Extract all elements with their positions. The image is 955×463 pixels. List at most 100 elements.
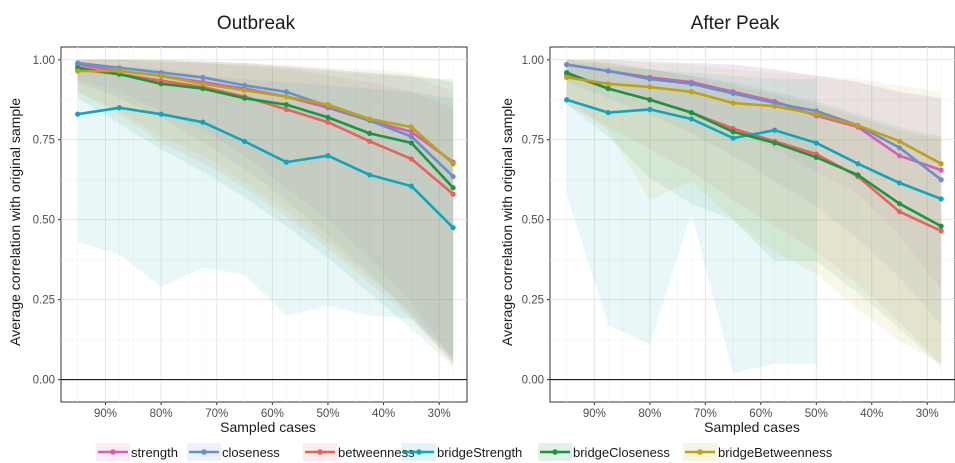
- plot-area: [549, 46, 955, 403]
- y-tick-label: 0.50: [33, 215, 55, 227]
- legend-key-point: [697, 449, 703, 455]
- data-point-bridgeStrength: [450, 225, 456, 231]
- x-tick-label: 30%: [428, 408, 451, 420]
- data-point-bridgeCloseness: [325, 114, 331, 120]
- data-point-closeness: [564, 61, 570, 68]
- legend-label: bridgeBetweenness: [718, 445, 833, 460]
- data-point-bridgeStrength: [325, 153, 331, 159]
- series-line-bridgeStrength: [566, 98, 942, 201]
- data-point-bridgeBetweenness: [200, 81, 206, 87]
- panel-title: After Peak: [691, 13, 780, 34]
- data-point-bridgeBetweenness: [605, 81, 611, 87]
- data-point-bridgeStrength: [241, 138, 248, 144]
- series-line-bridgeBetweenness: [566, 76, 942, 165]
- data-point-bridgeStrength: [605, 109, 611, 116]
- y-tick-label: 0.00: [33, 375, 55, 387]
- x-tick-label: 90%: [94, 408, 117, 420]
- data-point-bridgeBetweenness: [564, 74, 570, 80]
- y-tick-label: 0.75: [522, 135, 544, 147]
- data-point-closeness: [408, 133, 414, 140]
- data-point-bridgeStrength: [688, 116, 695, 122]
- data-point-bridgeStrength: [158, 111, 164, 117]
- data-point-bridgeCloseness: [938, 223, 944, 229]
- data-point-bridgeCloseness: [158, 81, 164, 87]
- data-point-bridgeStrength: [367, 172, 373, 178]
- data-point-bridgeCloseness: [896, 201, 903, 207]
- data-point-betweenness: [450, 191, 456, 197]
- x-tick-label: 40%: [372, 408, 395, 420]
- x-axis-title: Sampled cases: [220, 419, 316, 435]
- data-point-bridgeBetweenness: [158, 73, 164, 79]
- series-line-closeness: [77, 61, 454, 178]
- data-point-closeness: [283, 89, 289, 95]
- data-point-betweenness: [408, 156, 414, 162]
- x-tick-label: 70%: [694, 408, 717, 420]
- data-point-closeness: [688, 81, 695, 87]
- series-line-bridgeCloseness: [566, 71, 942, 228]
- y-axis-title: Average correlation with original sample: [499, 98, 515, 346]
- data-point-bridgeStrength: [408, 183, 414, 189]
- data-point-bridgeStrength: [564, 97, 570, 103]
- ribbon-strength: [77, 59, 454, 361]
- data-point-bridgeBetweenness: [772, 103, 778, 109]
- data-point-bridgeBetweenness: [647, 84, 653, 90]
- data-point-bridgeStrength: [116, 105, 122, 111]
- data-point-bridgeBetweenness: [813, 111, 819, 117]
- data-point-bridgeCloseness: [241, 95, 248, 101]
- data-point-closeness: [605, 68, 611, 74]
- data-point-bridgeStrength: [283, 159, 289, 165]
- legend-label: closeness: [222, 445, 280, 460]
- data-point-bridgeBetweenness: [938, 161, 944, 167]
- x-tick-label: 40%: [860, 408, 883, 420]
- x-tick-label: 60%: [261, 408, 284, 420]
- legend-key-point: [317, 449, 323, 455]
- data-point-betweenness: [896, 209, 903, 215]
- data-point-bridgeBetweenness: [408, 124, 414, 130]
- x-tick-label: 80%: [150, 408, 173, 420]
- x-tick-label: 80%: [638, 408, 661, 420]
- series-line-closeness: [566, 63, 942, 181]
- x-tick-label: 50%: [316, 408, 339, 420]
- data-point-strength: [938, 167, 944, 173]
- data-point-bridgeStrength: [75, 111, 81, 117]
- data-point-bridgeStrength: [647, 106, 653, 112]
- data-point-bridgeCloseness: [855, 172, 861, 178]
- y-tick-label: 0.50: [522, 215, 544, 227]
- data-point-betweenness: [325, 119, 331, 125]
- panel-after-peak: After Peak Average correlation with orig…: [499, 13, 955, 435]
- legend-key-point: [416, 449, 422, 455]
- data-point-closeness: [730, 90, 736, 96]
- ribbon-strength: [566, 59, 942, 291]
- data-point-bridgeCloseness: [408, 140, 414, 146]
- ribbon-bridgeBetweenness: [77, 59, 454, 361]
- ribbon-bridgeStrength: [566, 63, 817, 374]
- legend-key-point: [201, 449, 207, 455]
- data-point-bridgeCloseness: [605, 85, 611, 92]
- data-point-bridgeStrength: [200, 119, 206, 125]
- data-point-bridgeBetweenness: [688, 89, 695, 95]
- plot-area: [60, 46, 468, 403]
- y-tick-label: 0.25: [33, 295, 55, 307]
- data-point-bridgeCloseness: [772, 140, 778, 146]
- data-point-bridgeStrength: [938, 196, 944, 202]
- data-point-bridgeBetweenness: [896, 138, 903, 144]
- x-tick-label: 60%: [749, 408, 772, 420]
- y-axis-title: Average correlation with original sample: [7, 98, 23, 346]
- data-point-bridgeBetweenness: [325, 101, 331, 108]
- ribbon-bridgeBetweenness: [566, 59, 942, 364]
- data-point-strength: [896, 153, 903, 159]
- data-point-closeness: [896, 145, 903, 151]
- data-point-bridgeCloseness: [813, 154, 819, 160]
- legend-key-point: [110, 449, 116, 455]
- y-tick-label: 1.00: [33, 55, 55, 67]
- legend-label: strength: [131, 445, 178, 460]
- y-tick-label: 1.00: [522, 55, 544, 67]
- series-line-bridgeCloseness: [77, 66, 455, 189]
- legend-label: bridgeStrength: [437, 445, 522, 460]
- legend-key-point: [552, 449, 558, 455]
- ribbon-betweenness: [566, 59, 942, 364]
- data-point-betweenness: [367, 138, 373, 144]
- data-point-bridgeCloseness: [200, 85, 206, 92]
- series-line-betweenness: [77, 68, 454, 196]
